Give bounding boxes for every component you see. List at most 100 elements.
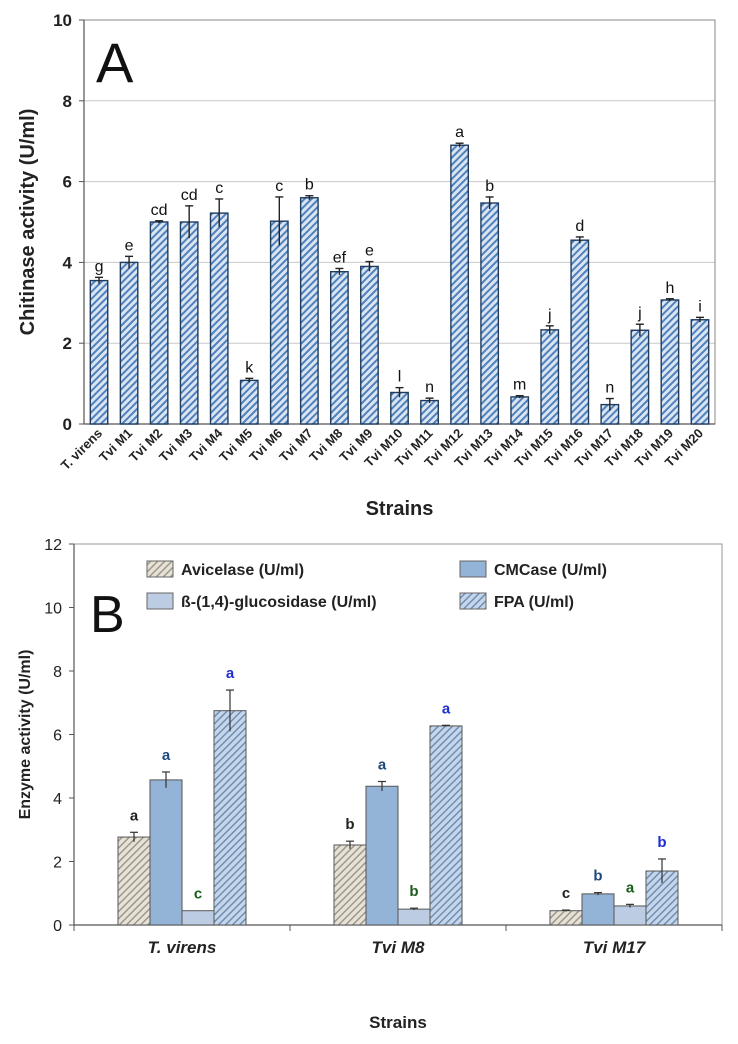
y-tick-label: 8 [63,92,72,111]
bar-tvi-m3 [179,221,199,425]
legend-swatch [459,560,487,578]
x-tick-label: Tvi M6 [246,426,285,465]
significance-letter: i [698,298,702,315]
significance-letter: j [637,305,642,322]
bar-tvi-m8-s2 [397,908,431,926]
y-axis-label: Enzyme activity (U/ml) [17,650,34,820]
significance-letter: l [398,369,402,386]
bar-tvi-m16 [570,239,590,425]
significance-letter: c [275,178,283,195]
significance-letter: m [513,377,526,394]
x-axis-label: Strains [366,498,434,520]
significance-letter: c [562,885,570,902]
bar-tvi-m17-s0 [549,910,583,926]
y-tick-label: 2 [63,334,72,353]
bar-tvi-m14 [510,396,530,425]
y-tick-label: 10 [53,11,72,30]
bar-tvi-m8-s3 [429,725,463,926]
legend-label: FPA (U/ml) [494,594,574,611]
significance-letter: e [125,237,134,254]
x-tick-label: Tvi M3 [156,426,195,465]
significance-letter: h [665,280,674,297]
bar-t-virens [89,279,109,425]
significance-letter: ef [333,249,347,266]
legend-swatch [146,592,174,610]
bar-t-virens-s1 [149,779,183,926]
y-tick-label: 0 [63,415,72,434]
legend-swatch [459,592,487,610]
significance-letter: g [95,258,104,275]
significance-letter: a [226,665,235,682]
bar-tvi-m8-s0 [333,844,367,926]
significance-letter: d [575,218,584,235]
x-tick-label: Tvi M8 [372,938,425,957]
bar-tvi-m9 [360,265,379,425]
significance-letter: a [442,700,451,717]
bar-tvi-m4 [209,212,229,425]
significance-letter: a [130,807,139,824]
bar-tvi-m6 [269,220,289,425]
x-tick-label: Tvi M2 [126,426,165,465]
y-tick-label: 6 [53,728,62,745]
significance-letter: b [593,868,602,885]
bar-tvi-m15 [540,329,560,425]
y-tick-label: 4 [53,791,62,808]
plot-frame [83,19,716,425]
bar-tvi-m20 [690,319,710,425]
significance-letter: c [194,886,202,903]
bar-t-virens-s2 [181,910,215,926]
bar-tvi-m11 [420,399,439,425]
x-tick-label: Tvi M8 [306,426,345,465]
bar-tvi-m17-s1 [581,893,615,926]
panel-label-b: B [90,586,125,644]
panel-label-a: A [96,31,134,94]
significance-letter: c [215,180,223,197]
significance-letter: j [547,307,552,324]
legend-label: ß-(1,4)-glucosidase (U/ml) [181,594,377,611]
bar-tvi-m1 [119,261,139,425]
y-tick-label: 4 [63,253,73,272]
y-tick-label: 0 [53,918,62,935]
significance-letter: a [626,879,635,896]
x-tick-label: Tvi M7 [276,426,315,465]
significance-letter: a [162,747,171,764]
bar-tvi-m2 [149,221,169,425]
y-axis-label: Chitinase activity (U/ml) [17,109,39,336]
bar-tvi-m12 [450,144,470,425]
legend-label: CMCase (U/ml) [494,562,607,579]
bar-t-virens-s3 [213,710,247,926]
y-tick-label: 8 [53,664,62,681]
enzyme-activity-chart: 0 2 4 6 8 10 12 Enzyme activity (U/ml) B Avicelas… [17,537,723,1032]
x-tick-label: Tvi M5 [216,426,255,465]
y-tick-label: 2 [53,855,62,872]
bar-tvi-m7 [299,197,319,425]
significance-letter: b [345,816,354,833]
y-tick-label: 10 [44,601,62,618]
significance-letter: cd [181,187,198,204]
significance-letter: b [485,178,494,195]
legend-swatch [146,560,174,578]
significance-letter: k [245,359,254,376]
y-tick-label: 6 [63,173,72,192]
chart-panel-b: 0 2 4 6 8 10 12 Enzyme activity (U/ml) B Avicelas… [0,520,738,1044]
significance-letter: cd [151,202,168,219]
y-tick-label: 12 [44,537,62,554]
x-tick-label: Tvi M17 [583,938,647,957]
bar-tvi-m8-s1 [365,785,399,926]
significance-letter: e [365,243,374,260]
bar-tvi-m19 [660,299,680,425]
significance-letter: a [455,124,464,141]
significance-letter: b [657,834,666,851]
x-tick-label: T. virens [148,938,217,957]
bar-t-virens-s0 [117,836,151,926]
bar-tvi-m18 [630,329,650,425]
significance-letter: n [605,380,614,397]
significance-letter: b [305,177,314,194]
bar-tvi-m13 [480,202,500,425]
bar-tvi-m5 [239,379,259,425]
chart-panel-a: 0 2 4 6 8 10 A Chitinase activity (U/ml) g T. vir… [17,11,716,520]
x-axis-label: Strains [369,1013,427,1032]
bar-tvi-m8 [329,270,349,425]
significance-letter: a [378,756,387,773]
